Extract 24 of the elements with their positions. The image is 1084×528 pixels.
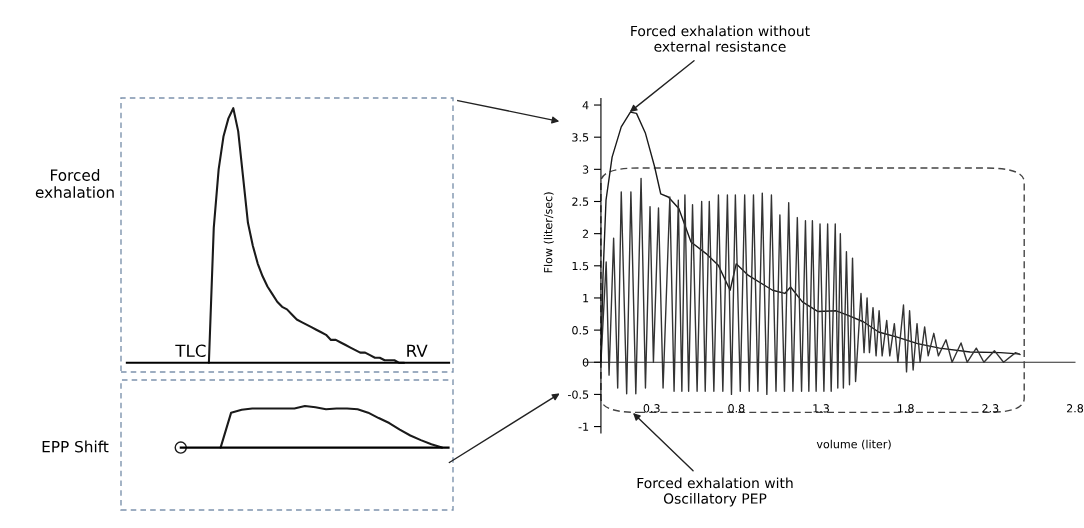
y-tick-label: 3 <box>582 165 589 174</box>
x-tick-label: 1.3 <box>813 404 829 413</box>
y-tick-label: 2 <box>582 229 589 238</box>
y-axis-title: Forced exhalation <box>35 169 114 198</box>
x-tick-label: 2.8 <box>1066 404 1084 413</box>
x-tick-label: 2.3 <box>982 404 999 413</box>
x-tick-label: 0.3 <box>643 404 660 413</box>
y-tick-label: -0.5 <box>567 390 589 399</box>
y-tick-label: 2.5 <box>572 197 589 206</box>
annotation: Forced exhalation without external resistance <box>631 25 810 52</box>
y-tick-label: 3.5 <box>572 133 589 142</box>
y-tick-label: 0.5 <box>572 326 589 335</box>
x-tick-label: 0.8 <box>728 404 745 413</box>
y-tick-label: 1.5 <box>572 261 589 271</box>
y-tick-label: 4 <box>582 101 589 110</box>
y-axis-title: Flow (liter/sec) <box>543 192 554 273</box>
text: TLC <box>175 344 206 358</box>
x-tick-label: 1.8 <box>898 404 914 413</box>
y-tick-label: -1 <box>578 422 589 431</box>
text: RV <box>407 344 428 357</box>
x-axis-title: volume (liter) <box>816 439 891 450</box>
y-axis-title: EPP Shift <box>42 440 109 453</box>
y-tick-label: 1 <box>583 294 589 303</box>
text: Forced exhalation with Oscillatory PEP <box>637 477 793 507</box>
